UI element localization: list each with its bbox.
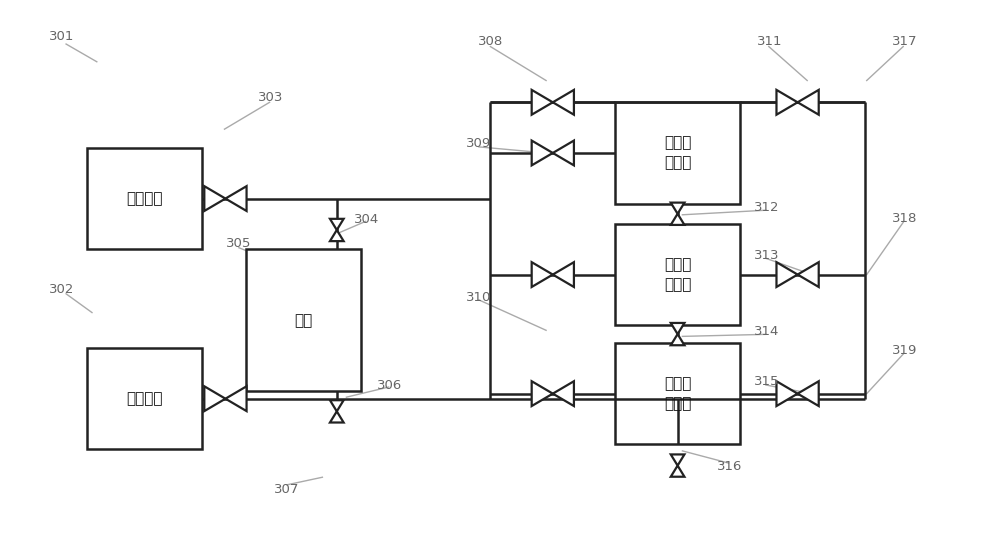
Polygon shape <box>532 381 553 406</box>
Polygon shape <box>225 186 247 211</box>
Text: 302: 302 <box>49 284 74 296</box>
Text: 系统热源: 系统热源 <box>127 191 163 206</box>
Polygon shape <box>671 203 684 214</box>
Text: 301: 301 <box>49 30 74 43</box>
Text: 306: 306 <box>377 378 402 391</box>
Text: 水箱: 水箱 <box>294 313 312 328</box>
Polygon shape <box>798 381 819 406</box>
Polygon shape <box>204 386 225 411</box>
Text: 第三储
能单元: 第三储 能单元 <box>664 376 691 411</box>
Polygon shape <box>553 381 574 406</box>
Polygon shape <box>798 90 819 115</box>
Text: 319: 319 <box>892 344 917 357</box>
Polygon shape <box>671 323 684 334</box>
Polygon shape <box>330 230 344 241</box>
FancyBboxPatch shape <box>87 348 202 450</box>
Text: 311: 311 <box>757 35 783 48</box>
FancyBboxPatch shape <box>87 148 202 249</box>
Text: 304: 304 <box>354 213 379 226</box>
Text: 317: 317 <box>892 35 917 48</box>
Polygon shape <box>330 219 344 230</box>
Polygon shape <box>671 466 684 476</box>
Polygon shape <box>776 381 798 406</box>
Text: 316: 316 <box>717 460 742 473</box>
Polygon shape <box>776 262 798 287</box>
FancyBboxPatch shape <box>246 249 361 391</box>
Polygon shape <box>532 90 553 115</box>
Text: 第二储
能单元: 第二储 能单元 <box>664 257 691 292</box>
FancyBboxPatch shape <box>615 343 740 444</box>
Polygon shape <box>671 334 684 345</box>
Polygon shape <box>330 411 344 423</box>
Polygon shape <box>225 386 247 411</box>
Polygon shape <box>798 262 819 287</box>
Text: 系统冷源: 系统冷源 <box>127 391 163 406</box>
Text: 314: 314 <box>754 325 780 338</box>
Text: 313: 313 <box>754 249 780 262</box>
Polygon shape <box>553 90 574 115</box>
Text: 318: 318 <box>892 212 917 225</box>
Polygon shape <box>532 141 553 165</box>
Text: 315: 315 <box>754 376 780 389</box>
Polygon shape <box>671 454 684 466</box>
Polygon shape <box>204 186 225 211</box>
Polygon shape <box>776 90 798 115</box>
Text: 310: 310 <box>466 291 492 304</box>
Text: 第一储
能单元: 第一储 能单元 <box>664 136 691 170</box>
Text: 307: 307 <box>274 483 300 496</box>
Text: 305: 305 <box>226 237 252 250</box>
FancyBboxPatch shape <box>615 224 740 325</box>
Text: 303: 303 <box>258 91 283 103</box>
Text: 308: 308 <box>478 35 503 48</box>
Polygon shape <box>553 262 574 287</box>
FancyBboxPatch shape <box>615 102 740 204</box>
Text: 309: 309 <box>466 137 492 150</box>
Polygon shape <box>532 262 553 287</box>
Polygon shape <box>671 214 684 225</box>
Text: 312: 312 <box>754 201 780 214</box>
Polygon shape <box>330 400 344 411</box>
Polygon shape <box>553 141 574 165</box>
